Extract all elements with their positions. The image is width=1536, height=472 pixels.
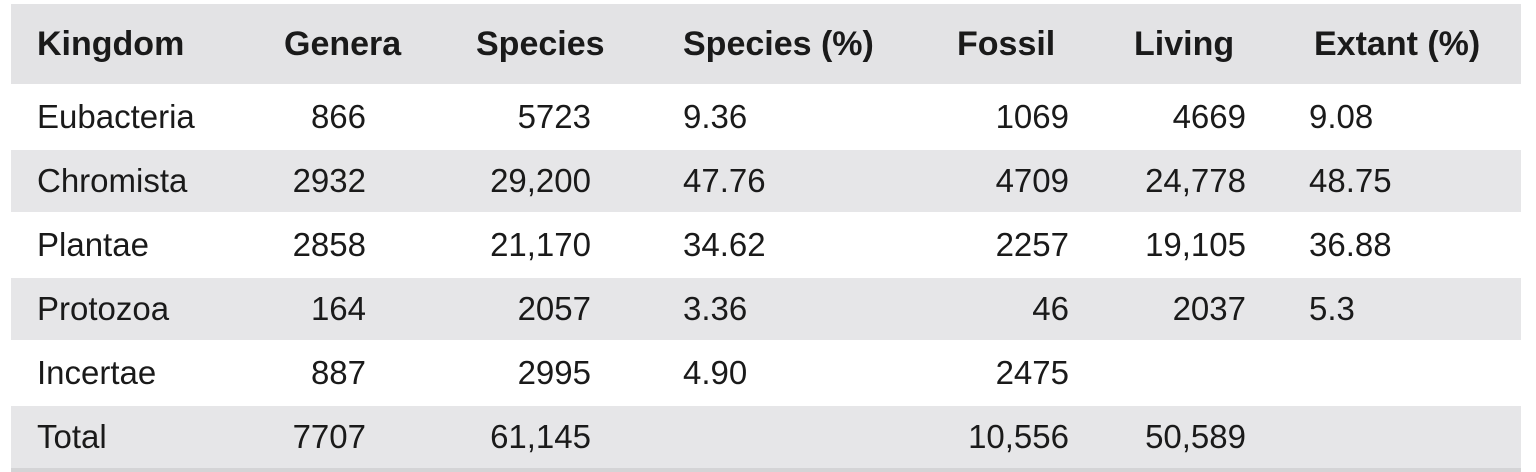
- cell-living: 4669: [1172, 98, 1246, 135]
- cell-extant-percent: 9.08: [1309, 98, 1374, 135]
- cell-kingdom: Chromista: [37, 162, 188, 199]
- cell-genera: 887: [310, 354, 366, 391]
- cell-kingdom: Eubacteria: [37, 98, 195, 135]
- header-species: Species: [476, 25, 605, 63]
- cell-fossil: 10,556: [968, 418, 1069, 455]
- cell-genera: 2932: [292, 162, 366, 199]
- cell-extant-percent: 5.3: [1309, 290, 1355, 327]
- table-row: Incertae 887 2995 4.90 2475: [11, 342, 1521, 406]
- table-row: Chromista 2932 29,200 47.76 4709 24,778 …: [11, 150, 1521, 214]
- cell-species-percent: 9.36: [683, 98, 748, 135]
- cell-fossil: 2257: [995, 226, 1069, 263]
- data-table: Kingdom Genera Species Species (%) Fossi…: [11, 4, 1521, 472]
- header-species-percent: Species (%): [683, 25, 874, 63]
- table-row: Eubacteria 866 5723 9.36 1069 4669 9.08: [11, 86, 1521, 150]
- cell-species-percent: 34.62: [683, 226, 766, 263]
- header-fossil: Fossil: [957, 25, 1056, 63]
- cell-living: 19,105: [1145, 226, 1246, 263]
- cell-living: 2037: [1172, 290, 1246, 327]
- cell-living: 50,589: [1145, 418, 1246, 455]
- cell-fossil: 1069: [995, 98, 1069, 135]
- table-header-row: Kingdom Genera Species Species (%) Fossi…: [11, 4, 1521, 86]
- cell-kingdom: Incertae: [37, 354, 157, 391]
- table-row: Plantae 2858 21,170 34.62 2257 19,105 36…: [11, 214, 1521, 278]
- cell-fossil: 46: [1032, 290, 1069, 327]
- cell-fossil: 2475: [995, 354, 1069, 391]
- cell-genera: 164: [310, 290, 366, 327]
- cell-genera: 2858: [292, 226, 366, 263]
- cell-living: 24,778: [1145, 162, 1246, 199]
- cell-genera: 866: [310, 98, 366, 135]
- header-kingdom: Kingdom: [37, 25, 185, 63]
- cell-kingdom: Total: [37, 418, 107, 455]
- cell-genera: 7707: [292, 418, 366, 455]
- cell-species: 5723: [517, 98, 591, 135]
- header-genera: Genera: [284, 25, 402, 63]
- cell-species: 2057: [517, 290, 591, 327]
- cell-species: 21,170: [490, 226, 591, 263]
- header-living: Living: [1134, 25, 1235, 63]
- cell-species-percent: 47.76: [683, 162, 766, 199]
- cell-species: 2995: [517, 354, 591, 391]
- cell-species: 29,200: [490, 162, 591, 199]
- cell-kingdom: Plantae: [37, 226, 149, 263]
- cell-species-percent: 4.90: [683, 354, 748, 391]
- cell-fossil: 4709: [995, 162, 1069, 199]
- cell-kingdom: Protozoa: [37, 290, 170, 327]
- cell-extant-percent: 36.88: [1309, 226, 1392, 263]
- table-row: Protozoa 164 2057 3.36 46 2037 5.3: [11, 278, 1521, 342]
- table-total-row: Total 7707 61,145 10,556 50,589: [11, 406, 1521, 472]
- cell-species-percent: 3.36: [683, 290, 748, 327]
- cell-extant-percent: 48.75: [1309, 162, 1392, 199]
- header-extant-percent: Extant (%): [1314, 25, 1481, 63]
- cell-species: 61,145: [490, 418, 591, 455]
